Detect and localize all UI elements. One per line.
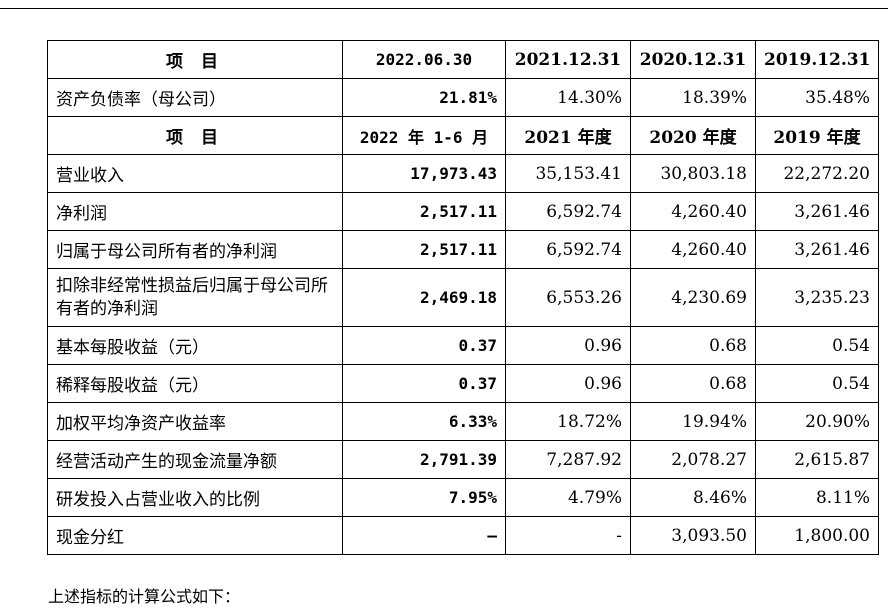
cell-2021: 4.79% [505,478,631,517]
cell-current: – [342,516,506,555]
cell-2021: 18.72% [505,402,631,441]
row-label: 经营活动产生的现金流量净额 [47,440,343,479]
row-label: 资产负债率（母公司） [47,78,343,117]
cell-current: 17,973.43 [342,154,506,193]
cell-current: 21.81% [342,78,506,117]
header-rule [0,0,888,9]
cell-2021: 6,592.74 [505,192,631,231]
cell-2019: 20.90% [755,402,879,441]
cell-current: 2,517.11 [342,192,506,231]
cell-2019: 3,261.46 [755,230,879,269]
cell-2019: 2,615.87 [755,440,879,479]
cell-2020: 4,260.40 [630,192,756,231]
cell-2020: 19.94% [630,402,756,441]
cell-current: 2,517.11 [342,230,506,269]
table-row: 研发投入占营业收入的比例 7.95% 4.79% 8.46% 8.11% [47,478,879,517]
cell-current: 6.33% [342,402,506,441]
header-col-2019: 2019.12.31 [755,40,879,79]
cell-current: 7.95% [342,478,506,517]
header-col-2020: 2020.12.31 [630,40,756,79]
cell-2020: 18.39% [630,78,756,117]
cell-2019: 1,800.00 [755,516,879,555]
table-row: 经营活动产生的现金流量净额 2,791.39 7,287.92 2,078.27… [47,440,879,479]
cell-current: 0.37 [342,326,506,365]
cell-2021: 6,553.26 [505,268,631,327]
cell-2019: 3,261.46 [755,192,879,231]
table-row: 稀释每股收益（元） 0.37 0.96 0.68 0.54 [47,364,879,403]
cell-2019: 3,235.23 [755,268,879,327]
table-row: 归属于母公司所有者的净利润 2,517.11 6,592.74 4,260.40… [47,230,879,269]
header-col-current: 2022.06.30 [342,40,506,79]
cell-2021: - [505,516,631,555]
cell-2021: 14.30% [505,78,631,117]
table-row: 营业收入 17,973.43 35,153.41 30,803.18 22,27… [47,154,879,193]
header-col-2019: 2019 年度 [755,116,879,155]
header-item-label: 项 目 [47,40,343,79]
cell-2020: 8.46% [630,478,756,517]
cell-2020: 30,803.18 [630,154,756,193]
cell-2021: 0.96 [505,364,631,403]
cell-2021: 0.96 [505,326,631,365]
header-col-2021: 2021 年度 [505,116,631,155]
table-row: 净利润 2,517.11 6,592.74 4,260.40 3,261.46 [47,192,879,231]
footnote: 上述指标的计算公式如下： [48,587,241,606]
cell-2020: 4,260.40 [630,230,756,269]
table-header-row-balance: 项 目 2022.06.30 2021.12.31 2020.12.31 201… [47,40,879,79]
cell-2020: 2,078.27 [630,440,756,479]
cell-current: 0.37 [342,364,506,403]
cell-2020: 0.68 [630,364,756,403]
cell-2020: 0.68 [630,326,756,365]
table-header-row-period: 项 目 2022 年 1-6 月 2021 年度 2020 年度 2019 年度 [47,116,879,155]
table-row: 基本每股收益（元） 0.37 0.96 0.68 0.54 [47,326,879,365]
cell-2021: 35,153.41 [505,154,631,193]
header-col-current: 2022 年 1-6 月 [342,116,506,155]
cell-current: 2,791.39 [342,440,506,479]
cell-2020: 4,230.69 [630,268,756,327]
cell-2019: 35.48% [755,78,879,117]
cell-current: 2,469.18 [342,268,506,327]
row-label: 扣除非经常性损益后归属于母公司所有者的净利润 [47,268,343,327]
table-row: 加权平均净资产收益率 6.33% 18.72% 19.94% 20.90% [47,402,879,441]
row-label: 现金分红 [47,516,343,555]
cell-2021: 7,287.92 [505,440,631,479]
table-row: 资产负债率（母公司） 21.81% 14.30% 18.39% 35.48% [47,78,879,117]
table-row: 扣除非经常性损益后归属于母公司所有者的净利润 2,469.18 6,553.26… [47,268,879,327]
row-label: 净利润 [47,192,343,231]
cell-2020: 3,093.50 [630,516,756,555]
row-label: 稀释每股收益（元） [47,364,343,403]
cell-2019: 0.54 [755,326,879,365]
header-col-2020: 2020 年度 [630,116,756,155]
table-row: 现金分红 – - 3,093.50 1,800.00 [47,516,879,555]
header-item-label: 项 目 [47,116,343,155]
row-label: 归属于母公司所有者的净利润 [47,230,343,269]
row-label: 研发投入占营业收入的比例 [47,478,343,517]
row-label: 加权平均净资产收益率 [47,402,343,441]
cell-2019: 8.11% [755,478,879,517]
cell-2019: 22,272.20 [755,154,879,193]
header-col-2021: 2021.12.31 [505,40,631,79]
cell-2019: 0.54 [755,364,879,403]
cell-2021: 6,592.74 [505,230,631,269]
financial-table: 项 目 2022.06.30 2021.12.31 2020.12.31 201… [47,40,879,555]
row-label: 基本每股收益（元） [47,326,343,365]
row-label: 营业收入 [47,154,343,193]
